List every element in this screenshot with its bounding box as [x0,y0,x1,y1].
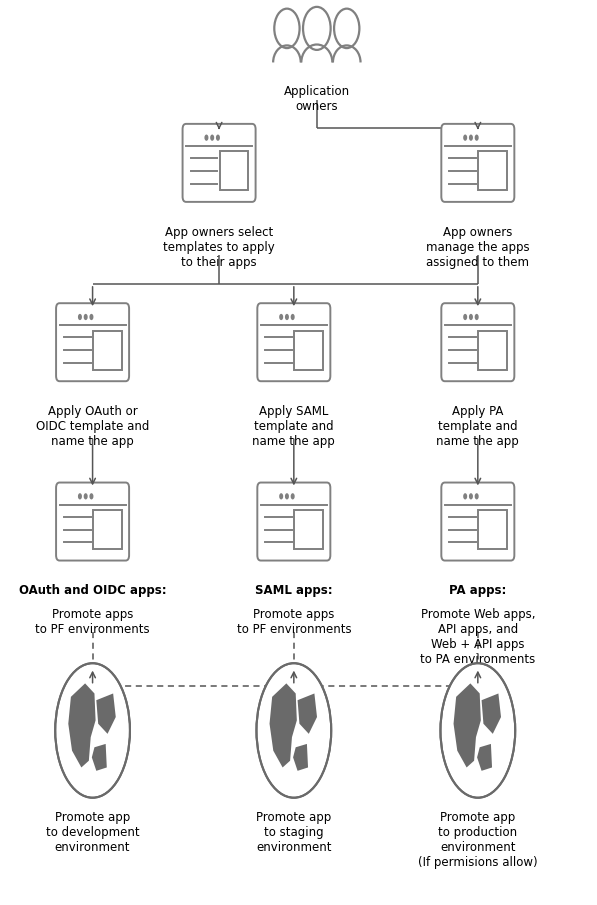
Circle shape [463,314,467,320]
Circle shape [463,493,467,500]
Text: Promote apps
to PF environments: Promote apps to PF environments [35,607,150,635]
Text: Application
owners: Application owners [284,85,350,113]
Circle shape [469,493,473,500]
FancyBboxPatch shape [56,482,129,560]
Polygon shape [293,744,308,771]
FancyBboxPatch shape [93,510,122,549]
FancyBboxPatch shape [441,303,515,381]
Polygon shape [297,693,317,734]
Text: SAML apps:: SAML apps: [255,585,333,597]
Polygon shape [68,683,96,767]
Circle shape [78,493,82,500]
Polygon shape [477,744,492,771]
FancyBboxPatch shape [478,510,507,549]
Circle shape [204,135,208,141]
Text: App owners
manage the apps
assigned to them: App owners manage the apps assigned to t… [426,225,530,269]
FancyBboxPatch shape [56,303,129,381]
FancyBboxPatch shape [441,482,515,560]
Circle shape [291,314,295,320]
Text: Apply SAML
template and
name the app: Apply SAML template and name the app [253,405,335,448]
Circle shape [78,314,82,320]
FancyBboxPatch shape [257,482,330,560]
FancyBboxPatch shape [441,124,515,202]
FancyBboxPatch shape [220,151,248,190]
FancyBboxPatch shape [294,510,323,549]
Circle shape [469,314,473,320]
Text: Promote Web apps,
API apps, and
Web + API apps
to PA environments: Promote Web apps, API apps, and Web + AP… [420,607,536,665]
Circle shape [84,314,88,320]
Text: Promote app
to staging
environment: Promote app to staging environment [256,811,331,854]
Text: PA apps:: PA apps: [449,585,506,597]
Polygon shape [96,693,116,734]
FancyBboxPatch shape [294,331,323,369]
Ellipse shape [441,663,515,797]
Circle shape [216,135,220,141]
Circle shape [90,493,94,500]
FancyBboxPatch shape [93,331,122,369]
Text: Promote app
to production
environment
(If permisions allow): Promote app to production environment (I… [418,811,538,869]
Circle shape [475,493,479,500]
Circle shape [475,314,479,320]
Polygon shape [482,693,501,734]
FancyBboxPatch shape [478,331,507,369]
Circle shape [210,135,214,141]
Text: Promote app
to development
environment: Promote app to development environment [46,811,139,854]
Ellipse shape [257,663,331,797]
Text: App owners select
templates to apply
to their apps: App owners select templates to apply to … [163,225,275,269]
Text: Apply PA
template and
name the app: Apply PA template and name the app [436,405,519,448]
FancyBboxPatch shape [478,151,507,190]
Circle shape [475,135,479,141]
FancyBboxPatch shape [257,303,330,381]
Circle shape [279,493,283,500]
Text: OAuth and OIDC apps:: OAuth and OIDC apps: [19,585,167,597]
Circle shape [469,135,473,141]
Polygon shape [454,683,481,767]
Polygon shape [269,683,297,767]
Circle shape [279,314,283,320]
Circle shape [291,493,295,500]
Ellipse shape [55,663,130,797]
Circle shape [84,493,88,500]
Circle shape [285,314,289,320]
Text: Promote apps
to PF environments: Promote apps to PF environments [236,607,351,635]
FancyBboxPatch shape [183,124,256,202]
Text: Apply OAuth or
OIDC template and
name the app: Apply OAuth or OIDC template and name th… [36,405,149,448]
Circle shape [285,493,289,500]
Circle shape [463,135,467,141]
Circle shape [90,314,94,320]
Polygon shape [92,744,107,771]
